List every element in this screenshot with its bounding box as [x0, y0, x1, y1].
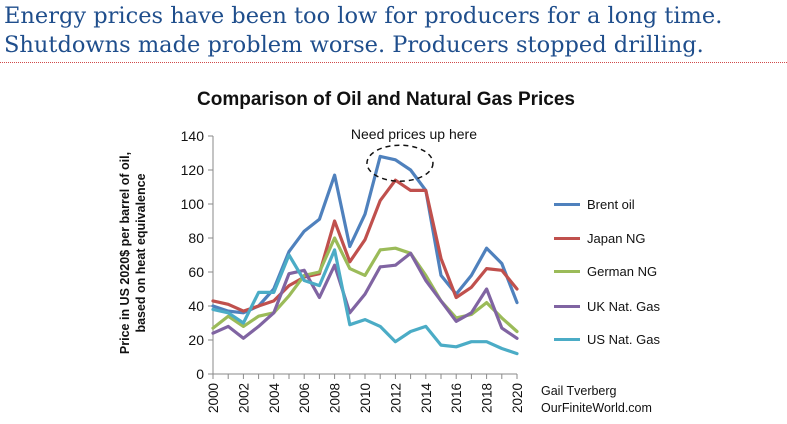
y-tick-label: 60: [188, 264, 204, 280]
annotation-dashed-ellipse: [366, 144, 434, 182]
dotted-divider: [0, 62, 787, 63]
headline: Energy prices have been too low for prod…: [4, 2, 784, 60]
chart-credit: Gail Tverberg OurFiniteWorld.com: [541, 383, 652, 417]
x-tick-label: 2016: [449, 383, 464, 413]
legend-label: UK Nat. Gas: [587, 298, 660, 314]
legend-label: US Nat. Gas: [587, 331, 660, 347]
credit-site: OurFiniteWorld.com: [541, 401, 652, 415]
y-tick-label: 100: [181, 196, 205, 212]
x-tick-label: 2010: [358, 383, 373, 413]
headline-line-2: Shutdowns made problem worse. Producers …: [4, 32, 704, 58]
series-line-brent-oil: [211, 154, 519, 315]
legend-item-brent-oil: Brent oil: [554, 196, 635, 212]
series-line-german-ng: [211, 236, 519, 334]
x-tick-label: 2018: [480, 383, 495, 413]
chart-series: [211, 154, 519, 356]
legend-item-japan-ng: Japan NG: [554, 230, 646, 246]
y-tick-label: 0: [196, 366, 204, 382]
legend-swatch: [554, 337, 580, 341]
legend-swatch: [554, 304, 580, 308]
series-line-japan-ng: [211, 178, 519, 313]
annotation-label: Need prices up here: [351, 126, 477, 142]
chart-title: Comparison of Oil and Natural Gas Prices: [197, 89, 575, 110]
legend-label: Japan NG: [587, 230, 646, 246]
x-tick-label: 2020: [510, 383, 525, 413]
legend-label: Brent oil: [587, 196, 635, 212]
legend-label: German NG: [587, 263, 658, 279]
legend-item-german-ng: German NG: [554, 263, 657, 279]
x-tick-label: 2014: [419, 383, 434, 414]
chart-annotation: Need prices up here: [351, 126, 477, 182]
x-tick-label: 2002: [236, 383, 251, 413]
y-tick-label: 40: [188, 298, 204, 314]
y-tick-label: 140: [181, 128, 205, 144]
y-tick-label: 120: [181, 162, 205, 178]
x-tick-label: 2004: [267, 383, 282, 414]
x-tick-label: 2000: [206, 383, 221, 413]
x-tick-label: 2008: [328, 383, 343, 413]
credit-author: Gail Tverberg: [541, 384, 617, 398]
y-tick-label: 80: [188, 230, 204, 246]
x-tick-label: 2012: [388, 383, 403, 413]
legend-swatch: [554, 269, 580, 273]
legend-swatch: [554, 202, 580, 206]
legend-swatch: [554, 236, 580, 240]
legend-item-us-nat-gas: US Nat. Gas: [554, 331, 660, 347]
series-line-uk-nat-gas: [211, 251, 519, 340]
series-line-us-nat-gas: [211, 248, 519, 356]
y-tick-label: 20: [188, 332, 204, 348]
headline-line-1: Energy prices have been too low for prod…: [4, 3, 723, 29]
chart-axes: 0 20 40 60 80 100 120 140 2000 2002 2004 2006 2008 20…: [181, 128, 525, 413]
legend-item-uk-nat-gas: UK Nat. Gas: [554, 298, 660, 314]
x-tick-label: 2006: [297, 383, 312, 413]
